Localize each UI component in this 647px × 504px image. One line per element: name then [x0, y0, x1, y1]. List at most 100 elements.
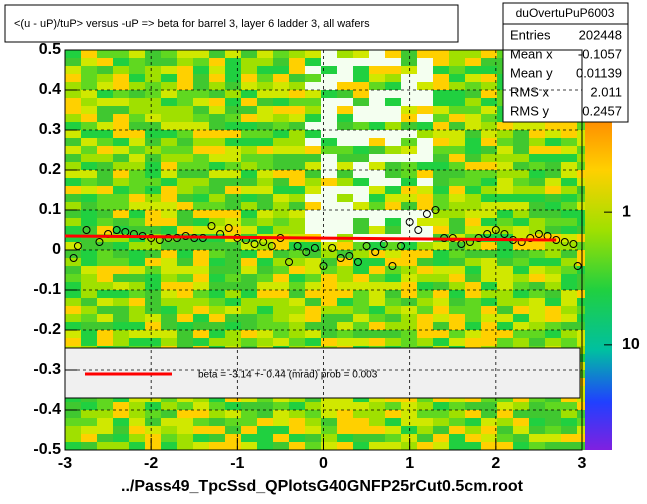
heat-texture — [257, 330, 273, 338]
heat-texture — [113, 274, 129, 282]
heat-texture — [561, 218, 577, 226]
heat-texture — [273, 434, 289, 442]
heat-texture — [241, 122, 257, 130]
heat-texture — [193, 306, 209, 314]
heat-texture — [289, 274, 305, 282]
heat-texture — [81, 250, 97, 258]
heat-texture — [81, 186, 97, 194]
heat-texture — [353, 122, 369, 130]
heat-texture — [97, 90, 113, 98]
x-tick-label: -3 — [58, 455, 72, 472]
heat-texture — [177, 178, 193, 186]
heat-texture — [433, 410, 449, 418]
profile-point — [388, 262, 397, 270]
heat-texture — [161, 282, 177, 290]
heat-texture — [497, 154, 513, 162]
heat-texture — [65, 418, 81, 426]
heat-texture — [321, 138, 337, 146]
heat-texture — [273, 418, 289, 426]
heat-texture — [113, 282, 129, 290]
heat-texture — [481, 106, 497, 114]
heat-texture — [193, 338, 209, 346]
heat-texture — [145, 82, 161, 90]
heat-texture — [177, 74, 193, 82]
heat-texture — [481, 266, 497, 274]
heat-texture — [65, 330, 81, 338]
heat-texture — [257, 402, 273, 410]
heat-texture — [465, 186, 481, 194]
heat-texture — [145, 218, 161, 226]
profile-point — [95, 238, 104, 246]
heat-texture — [545, 218, 561, 226]
heat-texture — [225, 266, 241, 274]
heat-texture — [337, 170, 353, 178]
heat-texture — [257, 306, 273, 314]
heat-texture — [289, 58, 305, 66]
heat-texture — [273, 282, 289, 290]
heat-texture — [545, 170, 561, 178]
heat-texture — [417, 290, 433, 298]
heat-texture — [129, 226, 145, 234]
heat-texture — [561, 282, 577, 290]
heat-texture — [209, 106, 225, 114]
heat-texture — [97, 106, 113, 114]
heat-texture — [305, 66, 321, 74]
heat-texture — [513, 194, 529, 202]
heat-texture — [177, 282, 193, 290]
heat-texture — [177, 290, 193, 298]
heat-texture — [497, 410, 513, 418]
heat-texture — [97, 258, 113, 266]
heat-texture — [417, 178, 433, 186]
heat-texture — [97, 330, 113, 338]
heat-texture — [145, 66, 161, 74]
heat-texture — [401, 442, 417, 450]
heat-texture — [273, 186, 289, 194]
heat-texture — [289, 210, 305, 218]
heat-texture — [81, 322, 97, 330]
heat-texture — [225, 170, 241, 178]
heat-texture — [81, 178, 97, 186]
profile-point — [526, 234, 535, 242]
heat-texture — [369, 226, 385, 234]
heat-texture — [209, 138, 225, 146]
heat-texture — [353, 266, 369, 274]
heat-texture — [481, 418, 497, 426]
heat-texture — [209, 314, 225, 322]
heat-texture — [465, 434, 481, 442]
heat-texture — [385, 90, 401, 98]
heat-texture — [209, 226, 225, 234]
heat-texture — [145, 338, 161, 346]
heat-texture — [81, 162, 97, 170]
heat-texture — [209, 202, 225, 210]
heat-texture — [449, 434, 465, 442]
heat-texture — [449, 146, 465, 154]
heat-texture — [257, 226, 273, 234]
heat-texture — [97, 314, 113, 322]
heat-texture — [289, 130, 305, 138]
heat-texture — [449, 314, 465, 322]
heat-texture — [273, 154, 289, 162]
heat-texture — [545, 402, 561, 410]
heat-texture — [97, 338, 113, 346]
heat-texture — [321, 322, 337, 330]
heat-texture — [353, 306, 369, 314]
heat-texture — [273, 66, 289, 74]
heat-texture — [481, 186, 497, 194]
heat-texture — [337, 58, 353, 66]
heat-texture — [97, 282, 113, 290]
heat-texture — [273, 274, 289, 282]
heat-texture — [369, 250, 385, 258]
heat-texture — [369, 186, 385, 194]
heat-texture — [241, 90, 257, 98]
heat-texture — [353, 434, 369, 442]
stats-label: Mean x — [510, 46, 553, 61]
heat-texture — [225, 154, 241, 162]
heat-texture — [433, 114, 449, 122]
heat-texture — [257, 98, 273, 106]
heat-texture — [65, 298, 81, 306]
heat-texture — [417, 138, 433, 146]
heat-texture — [257, 250, 273, 258]
heat-texture — [289, 410, 305, 418]
heat-texture — [97, 322, 113, 330]
heat-texture — [385, 330, 401, 338]
